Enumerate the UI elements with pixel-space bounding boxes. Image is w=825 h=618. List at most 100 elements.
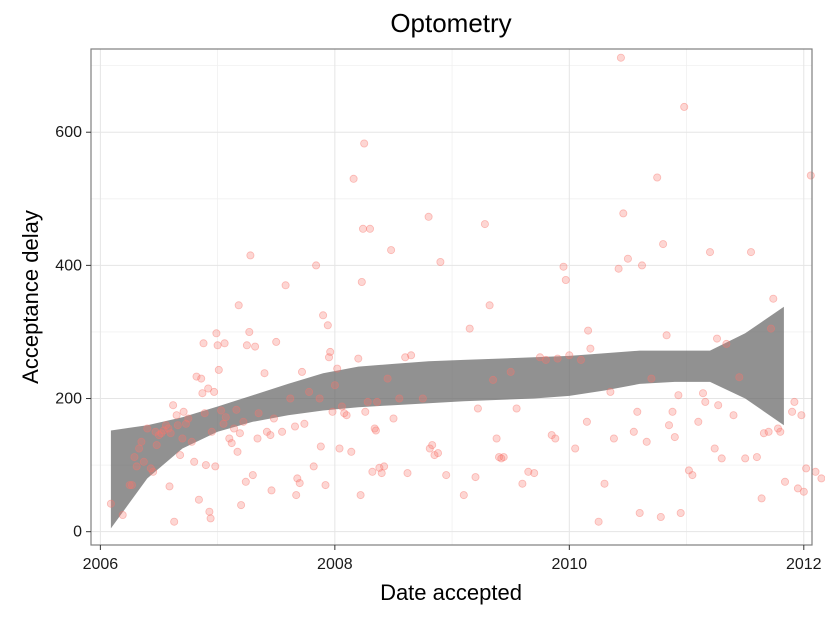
data-point bbox=[442, 471, 451, 480]
data-point bbox=[674, 391, 683, 400]
data-point bbox=[642, 437, 651, 446]
data-point bbox=[137, 437, 146, 446]
data-point bbox=[149, 467, 158, 476]
data-point bbox=[561, 275, 570, 284]
data-point bbox=[239, 417, 248, 426]
data-point bbox=[220, 339, 229, 348]
data-point bbox=[358, 224, 367, 233]
data-point bbox=[184, 414, 193, 423]
data-point bbox=[757, 494, 766, 503]
data-point bbox=[187, 437, 196, 446]
data-point bbox=[217, 406, 226, 415]
data-point bbox=[192, 372, 201, 381]
y-tick-label: 400 bbox=[55, 257, 82, 274]
data-point bbox=[225, 434, 234, 443]
data-point bbox=[375, 463, 384, 472]
data-point bbox=[309, 462, 318, 471]
data-point bbox=[659, 240, 668, 249]
data-point bbox=[373, 397, 382, 406]
data-point bbox=[473, 404, 482, 413]
data-point bbox=[139, 457, 148, 466]
data-point bbox=[200, 409, 209, 418]
data-point bbox=[395, 394, 404, 403]
data-point bbox=[286, 394, 295, 403]
data-point bbox=[380, 462, 389, 471]
data-point bbox=[118, 510, 127, 519]
data-point bbox=[465, 324, 474, 333]
data-point bbox=[234, 301, 243, 310]
data-point bbox=[292, 491, 301, 500]
data-point bbox=[492, 434, 501, 443]
data-point bbox=[799, 487, 808, 496]
data-point bbox=[211, 462, 220, 471]
data-point bbox=[817, 474, 825, 483]
data-point bbox=[594, 517, 603, 526]
data-point bbox=[151, 427, 160, 436]
data-point bbox=[347, 447, 356, 456]
plot-panel-border bbox=[90, 48, 813, 546]
data-point bbox=[328, 407, 337, 416]
data-point bbox=[281, 281, 290, 290]
y-tick-label: 200 bbox=[55, 391, 82, 408]
data-point bbox=[357, 277, 366, 286]
data-point bbox=[633, 407, 642, 416]
data-point bbox=[125, 481, 134, 490]
data-point bbox=[701, 397, 710, 406]
x-axis: 2006 2008 2010 2012 bbox=[83, 545, 822, 573]
data-point bbox=[694, 417, 703, 426]
data-point bbox=[389, 414, 398, 423]
data-point bbox=[166, 429, 175, 438]
data-point bbox=[229, 424, 238, 433]
data-point bbox=[205, 507, 214, 516]
data-point bbox=[260, 369, 269, 378]
data-point bbox=[245, 327, 254, 336]
data-point bbox=[494, 453, 503, 462]
x-axis-title: Date accepted bbox=[380, 580, 522, 605]
data-point bbox=[361, 407, 370, 416]
data-point bbox=[647, 374, 656, 383]
y-axis: 0 200 400 600 bbox=[55, 124, 91, 541]
data-point bbox=[127, 481, 136, 490]
x-tick-label: 2008 bbox=[317, 556, 353, 573]
data-point bbox=[401, 353, 410, 362]
data-point bbox=[387, 246, 396, 255]
data-point bbox=[670, 433, 679, 442]
data-point bbox=[790, 397, 799, 406]
data-point bbox=[233, 447, 242, 456]
data-point bbox=[425, 444, 434, 453]
data-point bbox=[577, 355, 586, 364]
data-point bbox=[342, 411, 351, 420]
data-point bbox=[324, 353, 333, 362]
data-point bbox=[600, 479, 609, 488]
data-point bbox=[290, 422, 299, 431]
data-point bbox=[553, 354, 562, 363]
data-point bbox=[676, 508, 685, 517]
data-point bbox=[335, 444, 344, 453]
data-point bbox=[194, 495, 203, 504]
data-point bbox=[571, 444, 580, 453]
data-point bbox=[485, 301, 494, 310]
data-point bbox=[616, 53, 625, 62]
data-point bbox=[512, 404, 521, 413]
data-point bbox=[266, 431, 275, 440]
smooth-confidence-band bbox=[110, 306, 784, 529]
data-point bbox=[699, 389, 708, 398]
data-point bbox=[371, 426, 380, 435]
data-point bbox=[170, 517, 179, 526]
data-point bbox=[684, 466, 693, 475]
data-point bbox=[769, 294, 778, 303]
data-point bbox=[638, 261, 647, 270]
y-tick-label: 0 bbox=[73, 524, 82, 541]
x-tick-label: 2010 bbox=[552, 556, 588, 573]
chart-title: Optometry bbox=[390, 8, 511, 38]
data-point bbox=[190, 457, 199, 466]
data-point bbox=[227, 439, 236, 448]
data-point bbox=[312, 261, 321, 270]
data-point bbox=[272, 337, 281, 346]
data-point bbox=[407, 351, 416, 360]
data-point bbox=[614, 264, 623, 273]
data-point bbox=[213, 341, 222, 350]
data-point bbox=[811, 467, 820, 476]
data-point bbox=[506, 367, 515, 376]
data-point bbox=[759, 429, 768, 438]
